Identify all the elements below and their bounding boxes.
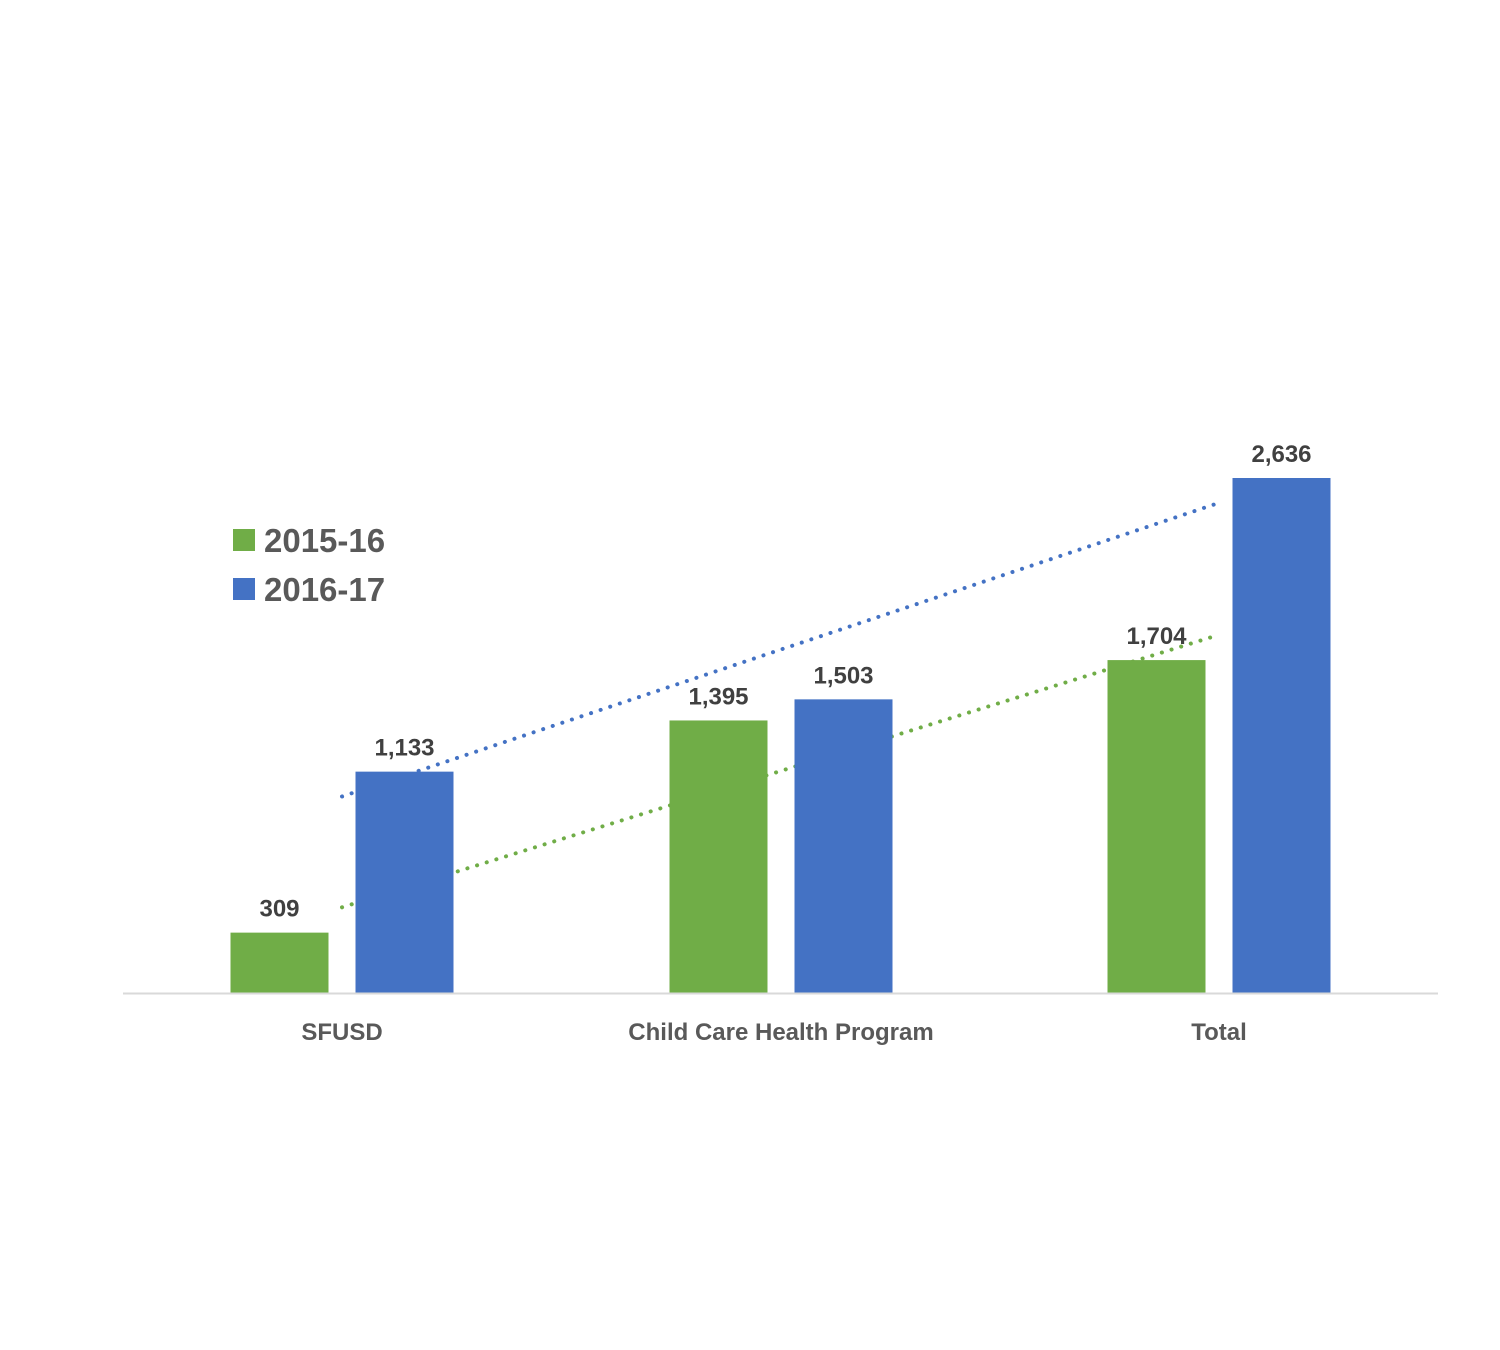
legend: 2015-16 2016-17	[233, 522, 385, 608]
data-label: 1,704	[1126, 623, 1187, 650]
bar-2016-17-child-care-health-program	[794, 699, 893, 993]
legend-label: 2015-16	[264, 522, 385, 559]
category-label-layer: SFUSD Child Care Health Program Total	[301, 1019, 1246, 1046]
legend-swatch	[233, 578, 255, 600]
trendline-2016-17	[340, 500, 1221, 799]
legend-label: 2016-17	[264, 571, 385, 608]
data-label: 309	[259, 896, 299, 923]
category-label: SFUSD	[301, 1019, 382, 1046]
data-label: 1,503	[813, 662, 873, 689]
bar-2015-16-total	[1107, 660, 1206, 993]
trendline-2015-16	[340, 632, 1221, 910]
trendline-layer	[340, 500, 1221, 910]
category-label: Total	[1191, 1019, 1247, 1046]
bar-2015-16-sfusd	[230, 932, 329, 993]
data-label-layer: 309 1,395 1,704 1,133 1,503 2,636	[259, 441, 1311, 923]
legend-swatch	[233, 529, 255, 551]
data-label: 2,636	[1251, 441, 1311, 468]
category-label: Child Care Health Program	[628, 1019, 933, 1046]
bar-2016-17-sfusd	[355, 771, 454, 993]
bar-2015-16-child-care-health-program	[669, 720, 768, 993]
data-label: 1,133	[374, 735, 434, 762]
bar-2016-17-total	[1232, 478, 1331, 993]
bar-layer	[230, 478, 1331, 993]
data-label: 1,395	[688, 683, 748, 710]
